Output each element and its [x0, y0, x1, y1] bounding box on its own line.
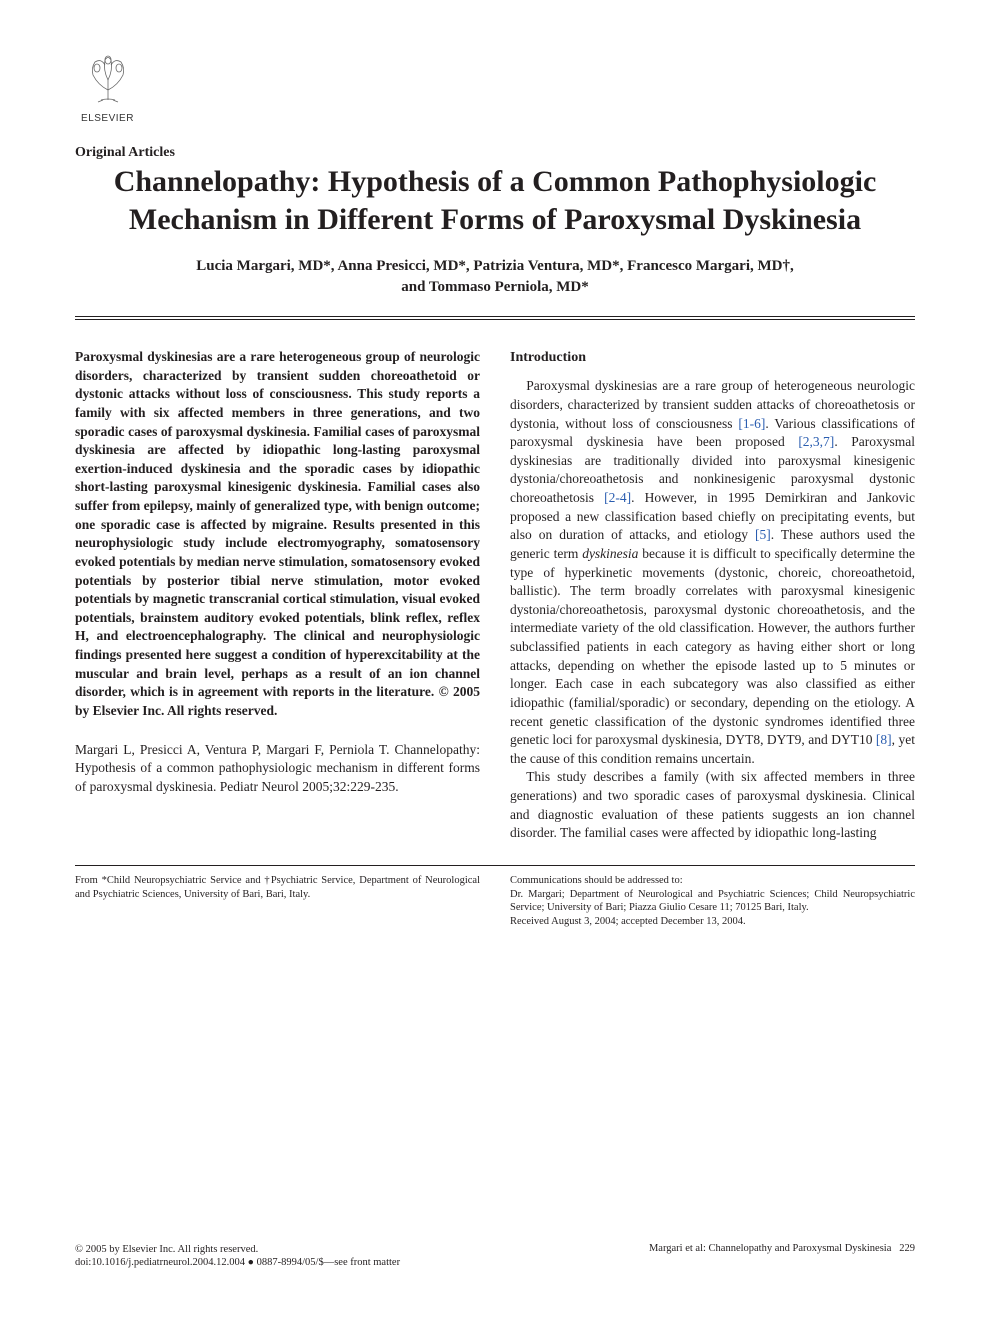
- ref-link[interactable]: [8]: [876, 732, 892, 747]
- citation: Margari L, Presicci A, Ventura P, Margar…: [75, 741, 480, 797]
- footer-columns: From *Child Neuropsychiatric Service and…: [75, 874, 915, 929]
- article-type: Original Articles: [75, 145, 915, 161]
- authors: Lucia Margari, MD*, Anna Presicci, MD*, …: [115, 256, 875, 298]
- abstract: Paroxysmal dyskinesias are a rare hetero…: [75, 348, 480, 721]
- authors-line1: Lucia Margari, MD*, Anna Presicci, MD*, …: [196, 258, 794, 274]
- intro-heading: Introduction: [510, 348, 915, 367]
- right-column: Introduction Paroxysmal dyskinesias are …: [510, 348, 915, 843]
- left-column: Paroxysmal dyskinesias are a rare hetero…: [75, 348, 480, 843]
- copyright-block: © 2005 by Elsevier Inc. All rights reser…: [75, 1243, 400, 1270]
- intro-italic-term: dyskinesia: [582, 546, 638, 561]
- intro-text: because it is difficult to specifically …: [510, 546, 915, 747]
- authors-line2: and Tommaso Perniola, MD*: [401, 279, 589, 295]
- publisher-name: ELSEVIER: [75, 113, 140, 124]
- elsevier-tree-icon: [83, 50, 133, 105]
- page-number: 229: [899, 1243, 915, 1254]
- title-rule: [75, 316, 915, 320]
- main-columns: Paroxysmal dyskinesias are a rare hetero…: [75, 348, 915, 843]
- intro-paragraph-1: Paroxysmal dyskinesias are a rare group …: [510, 377, 915, 768]
- running-head: Margari et al: Channelopathy and Paroxys…: [649, 1243, 891, 1254]
- running-head-block: Margari et al: Channelopathy and Paroxys…: [649, 1243, 915, 1270]
- correspondence-label: Communications should be addressed to:: [510, 875, 683, 886]
- copyright-line1: © 2005 by Elsevier Inc. All rights reser…: [75, 1244, 258, 1255]
- intro-paragraph-2: This study describes a family (with six …: [510, 768, 915, 843]
- ref-link[interactable]: [2-4]: [604, 490, 631, 505]
- affiliation: From *Child Neuropsychiatric Service and…: [75, 874, 480, 929]
- footer-rule: [75, 865, 915, 866]
- ref-link[interactable]: [5]: [755, 527, 771, 542]
- publisher-logo: ELSEVIER: [75, 50, 140, 124]
- page-footer: © 2005 by Elsevier Inc. All rights reser…: [75, 1243, 915, 1270]
- copyright-line2: doi:10.1016/j.pediatrneurol.2004.12.004 …: [75, 1257, 400, 1268]
- manuscript-dates: Received August 3, 2004; accepted Decemb…: [510, 916, 746, 927]
- correspondence-address: Dr. Margari; Department of Neurological …: [510, 889, 915, 914]
- article-title: Channelopathy: Hypothesis of a Common Pa…: [95, 163, 895, 238]
- ref-link[interactable]: [2,3,7]: [798, 434, 834, 449]
- correspondence-block: Communications should be addressed to: D…: [510, 874, 915, 929]
- ref-link[interactable]: [1-6]: [738, 416, 765, 431]
